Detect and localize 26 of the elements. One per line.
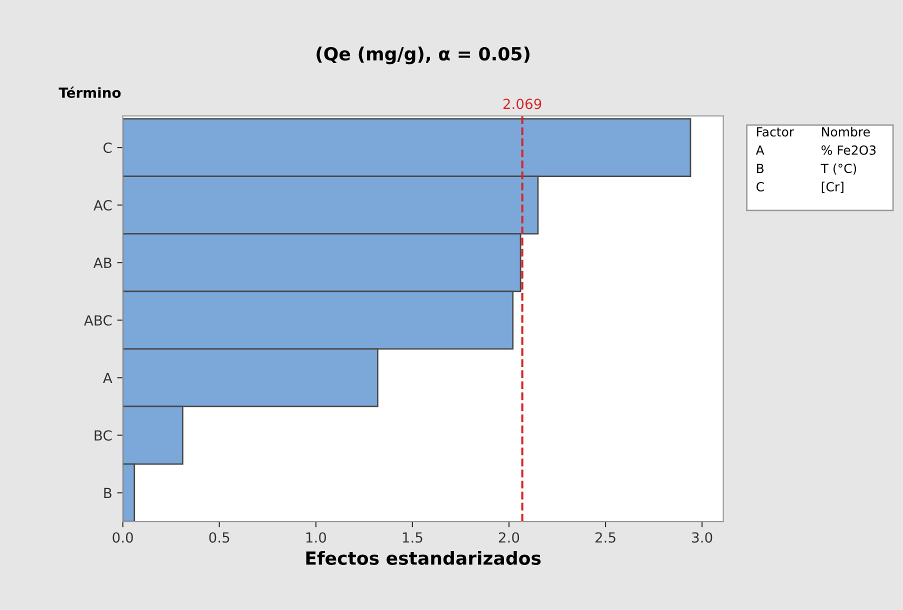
chart-title: (Qe (mg/g), α = 0.05) <box>316 46 530 64</box>
text: T (°C) <box>820 163 856 175</box>
y-axis-title: Término <box>58 86 121 98</box>
text: % Fe2O3 <box>822 145 876 155</box>
y-tick-label: AC <box>94 200 112 211</box>
x-axis-title: Efectos estandarizados <box>306 550 541 565</box>
x-tick-label: 2.0 <box>498 532 520 543</box>
x-tick-label: 1.5 <box>402 532 422 543</box>
y-tick-label: B <box>104 488 112 498</box>
x-tick-label: 1.0 <box>306 532 326 543</box>
x-tick-label: 0.5 <box>209 532 230 543</box>
y-tick-label: BC <box>94 430 112 441</box>
y-tick-label: AB <box>93 258 112 268</box>
y-tick-label: ABC <box>84 315 112 326</box>
text: A <box>756 146 764 155</box>
y-tick-label: C <box>103 142 112 154</box>
ref-line-label: 2.069 <box>503 98 542 110</box>
x-tick-label: 2.5 <box>595 532 616 543</box>
text: B <box>757 164 764 173</box>
text: Nombre <box>822 126 870 137</box>
x-tick-label: 0.0 <box>112 532 133 543</box>
text: C <box>756 182 764 192</box>
text: [Cr] <box>822 182 844 193</box>
x-tick-label: 3.0 <box>692 532 712 543</box>
text: Factor <box>757 127 794 137</box>
y-tick-label: A <box>103 372 112 383</box>
